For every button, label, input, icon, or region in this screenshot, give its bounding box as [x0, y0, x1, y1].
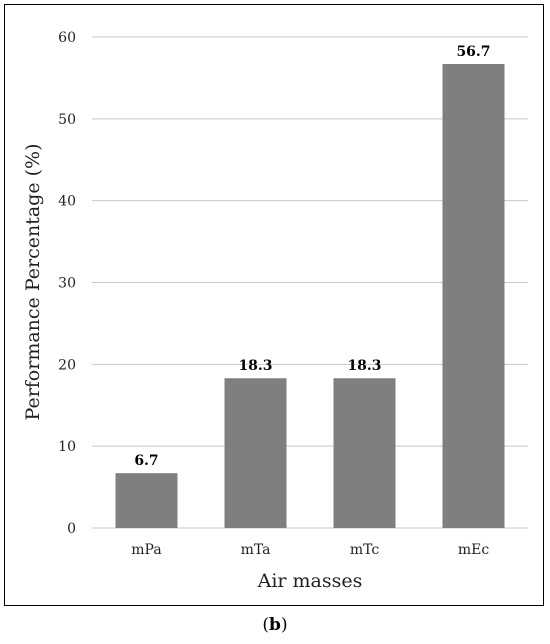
y-tick-label: 0 — [67, 521, 76, 537]
value-label-mTc: 18.3 — [347, 358, 381, 374]
x-axis-title: Air masses — [257, 570, 363, 592]
value-label-mPa: 6.7 — [134, 453, 158, 469]
y-tick-label: 60 — [58, 30, 76, 46]
y-axis-title: Performance Percentage (%) — [22, 144, 44, 421]
y-tick-label: 20 — [58, 357, 76, 373]
x-tick-label-mTc: mTc — [350, 542, 380, 558]
figure-caption: (b) — [0, 615, 550, 635]
bar-mEc — [442, 64, 505, 528]
y-axis-ticks: 0 10 20 30 40 50 60 — [58, 30, 76, 537]
bar-mPa — [115, 473, 178, 528]
x-tick-label-mTa: mTa — [241, 542, 271, 558]
value-label-mEc: 56.7 — [456, 44, 490, 60]
value-label-mTa: 18.3 — [238, 358, 272, 374]
chart-frame — [4, 4, 544, 606]
y-tick-label: 50 — [58, 112, 76, 128]
bar-mTc — [333, 378, 396, 528]
x-tick-label-mEc: mEc — [458, 542, 489, 558]
y-tick-label: 30 — [58, 276, 76, 292]
y-tick-label: 40 — [58, 194, 76, 210]
value-labels: 6.7 18.3 18.3 56.7 — [134, 44, 490, 469]
y-tick-label: 10 — [58, 439, 76, 455]
caption-open-paren: ( — [262, 615, 270, 635]
x-tick-label-mPa: mPa — [131, 542, 161, 558]
caption-close-paren: ) — [280, 615, 288, 635]
caption-letter: b — [269, 615, 281, 635]
bar-mTa — [224, 378, 287, 528]
bars — [115, 64, 505, 528]
x-axis-ticks: mPa mTa mTc mEc — [131, 542, 489, 558]
